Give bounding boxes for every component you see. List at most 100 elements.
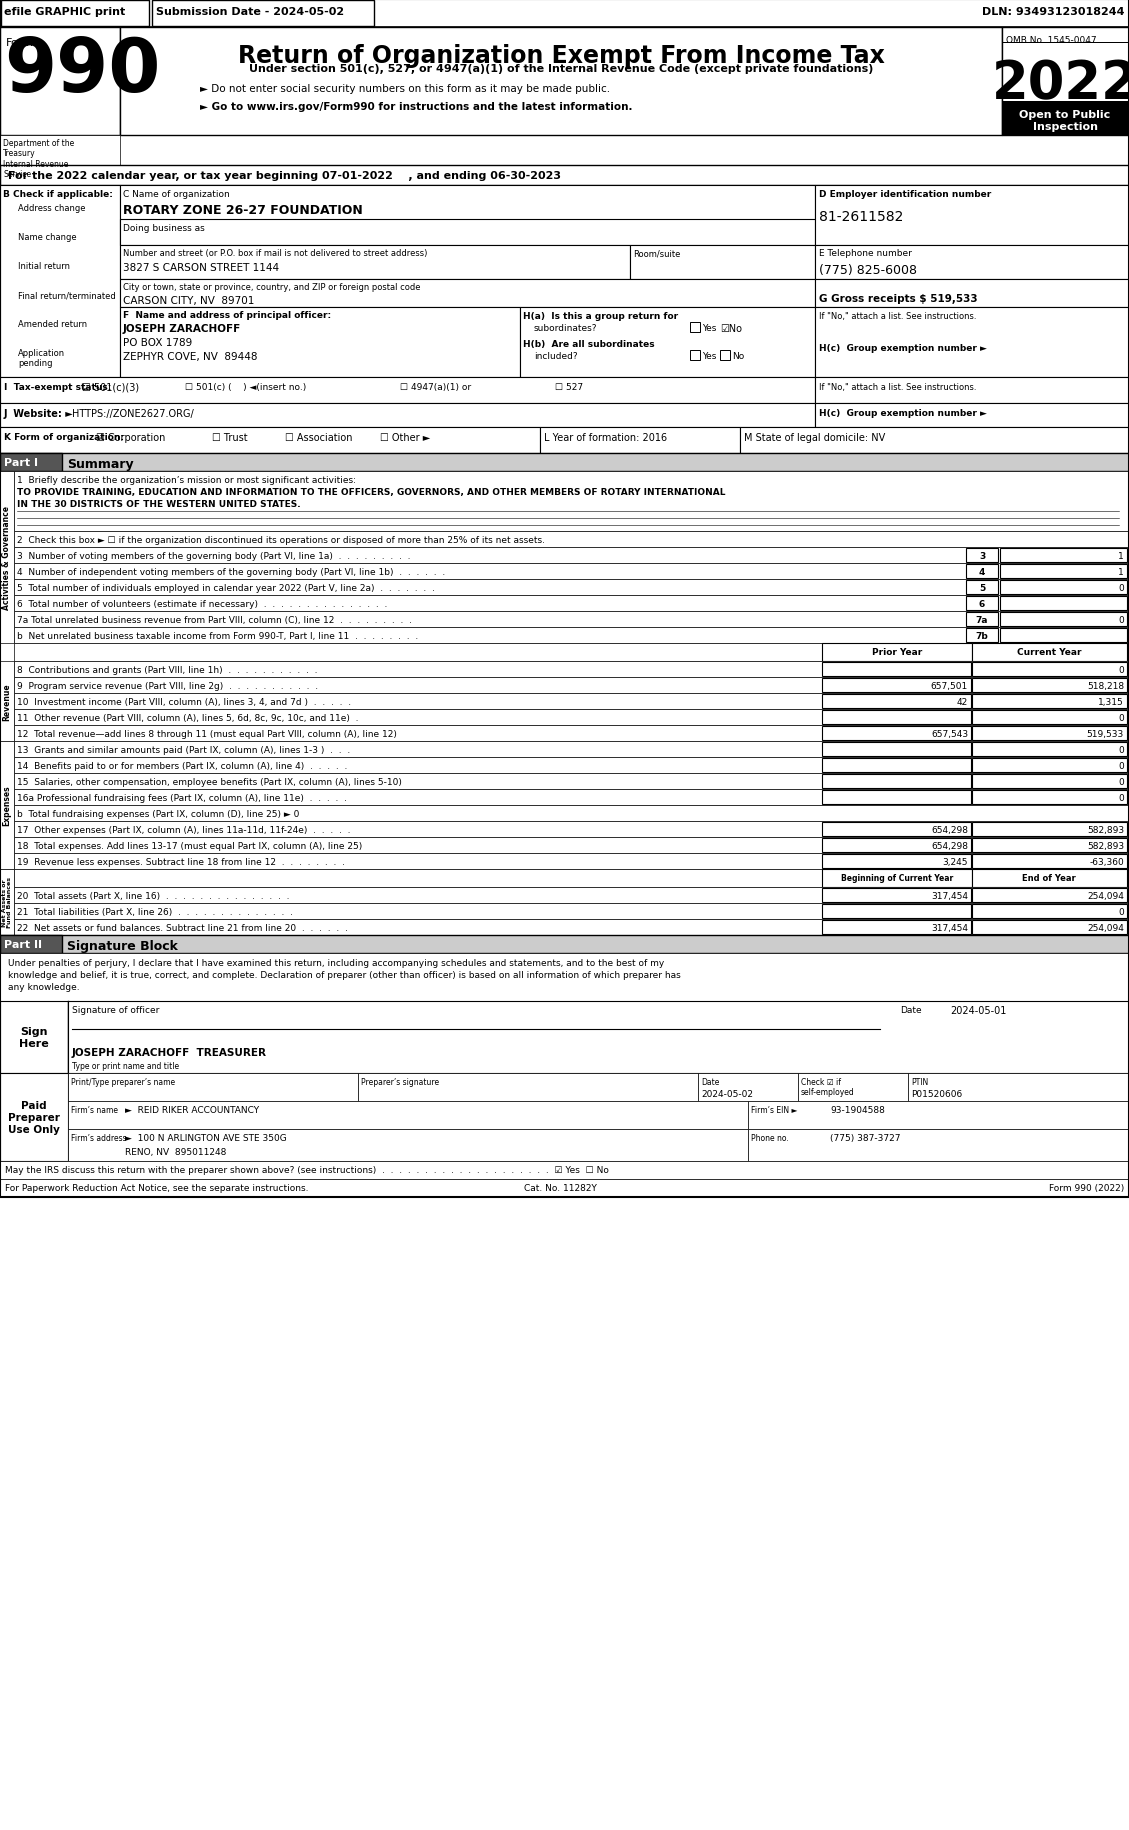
Bar bbox=[972, 662, 1127, 677]
Bar bbox=[0, 472, 14, 644]
Text: F  Name and address of principal officer:: F Name and address of principal officer: bbox=[123, 311, 331, 320]
Text: Name change: Name change bbox=[18, 232, 77, 242]
Text: knowledge and belief, it is true, correct, and complete. Declaration of preparer: knowledge and belief, it is true, correc… bbox=[8, 970, 681, 979]
Text: ☑No: ☑No bbox=[720, 324, 742, 333]
Text: 21  Total liabilities (Part X, line 26)  .  .  .  .  .  .  .  .  .  .  .  .  .  : 21 Total liabilities (Part X, line 26) .… bbox=[17, 908, 294, 917]
Text: Under penalties of perjury, I declare that I have examined this return, includin: Under penalties of perjury, I declare th… bbox=[8, 959, 664, 968]
Bar bbox=[822, 889, 971, 902]
Text: ► Do not enter social security numbers on this form as it may be made public.: ► Do not enter social security numbers o… bbox=[200, 84, 610, 93]
Text: Part I: Part I bbox=[5, 458, 38, 468]
Bar bbox=[690, 322, 700, 333]
Text: 7b: 7b bbox=[975, 631, 988, 640]
Bar bbox=[520, 307, 815, 377]
Bar bbox=[0, 135, 120, 167]
Text: If "No," attach a list. See instructions.: If "No," attach a list. See instructions… bbox=[819, 382, 977, 392]
Bar bbox=[14, 472, 1129, 533]
Text: included?: included? bbox=[534, 351, 578, 361]
Text: G Gross receipts $ 519,533: G Gross receipts $ 519,533 bbox=[819, 295, 978, 304]
Text: Final return/terminated: Final return/terminated bbox=[18, 291, 116, 300]
Bar bbox=[822, 710, 971, 725]
Text: 3: 3 bbox=[979, 551, 986, 560]
Text: Under section 501(c), 527, or 4947(a)(1) of the Internal Revenue Code (except pr: Under section 501(c), 527, or 4947(a)(1)… bbox=[248, 64, 873, 73]
Bar bbox=[698, 1074, 798, 1102]
Text: No: No bbox=[732, 351, 744, 361]
Bar bbox=[0, 454, 1129, 472]
Bar bbox=[0, 377, 815, 404]
Bar bbox=[720, 351, 730, 361]
Text: 7a: 7a bbox=[975, 615, 988, 624]
Text: For Paperwork Reduction Act Notice, see the separate instructions.: For Paperwork Reduction Act Notice, see … bbox=[5, 1184, 308, 1193]
Bar bbox=[815, 377, 1129, 404]
Bar bbox=[14, 580, 1129, 597]
Bar bbox=[1003, 102, 1129, 135]
Bar bbox=[0, 0, 1129, 1197]
Bar bbox=[0, 27, 120, 135]
Bar bbox=[120, 187, 815, 245]
Bar bbox=[14, 758, 1129, 774]
Text: CARSON CITY, NV  89701: CARSON CITY, NV 89701 bbox=[123, 296, 254, 306]
Bar bbox=[1000, 549, 1127, 562]
Bar bbox=[1000, 565, 1127, 578]
Bar bbox=[0, 953, 1129, 1001]
Text: 582,893: 582,893 bbox=[1087, 842, 1124, 851]
Bar bbox=[966, 549, 998, 562]
Bar bbox=[0, 662, 14, 741]
Bar bbox=[972, 838, 1127, 853]
Bar bbox=[68, 1129, 749, 1162]
Bar bbox=[0, 167, 1129, 187]
Text: 1  Briefly describe the organization’s mission or most significant activities:: 1 Briefly describe the organization’s mi… bbox=[17, 476, 356, 485]
Bar bbox=[972, 920, 1127, 935]
Text: Type or print name and title: Type or print name and title bbox=[72, 1061, 180, 1071]
Text: (775) 387-3727: (775) 387-3727 bbox=[830, 1133, 901, 1142]
Text: 1: 1 bbox=[1118, 567, 1124, 576]
Bar bbox=[972, 710, 1127, 725]
Bar bbox=[972, 791, 1127, 805]
Text: H(a)  Is this a group return for: H(a) Is this a group return for bbox=[523, 311, 679, 320]
Text: Open to Public
Inspection: Open to Public Inspection bbox=[1019, 110, 1111, 132]
Bar bbox=[815, 280, 1129, 307]
Text: DLN: 93493123018244: DLN: 93493123018244 bbox=[982, 7, 1124, 16]
Text: Beginning of Current Year: Beginning of Current Year bbox=[841, 873, 953, 882]
Text: ☐ Other ►: ☐ Other ► bbox=[380, 432, 430, 443]
Text: 0: 0 bbox=[1118, 714, 1124, 723]
Bar bbox=[14, 822, 1129, 838]
Bar bbox=[972, 889, 1127, 902]
Bar bbox=[972, 774, 1127, 789]
Bar bbox=[822, 759, 971, 772]
Text: 519,533: 519,533 bbox=[1087, 730, 1124, 739]
Text: Activities & Governance: Activities & Governance bbox=[2, 505, 11, 609]
Bar bbox=[14, 644, 1129, 662]
Text: 4  Number of independent voting members of the governing body (Part VI, line 1b): 4 Number of independent voting members o… bbox=[17, 567, 445, 576]
Text: 19  Revenue less expenses. Subtract line 18 from line 12  .  .  .  .  .  .  .  .: 19 Revenue less expenses. Subtract line … bbox=[17, 858, 345, 867]
Text: J  Website: ►: J Website: ► bbox=[5, 408, 73, 419]
Text: ► Go to www.irs.gov/Form990 for instructions and the latest information.: ► Go to www.irs.gov/Form990 for instruct… bbox=[200, 102, 632, 112]
Text: PO BOX 1789: PO BOX 1789 bbox=[123, 339, 192, 348]
Bar bbox=[14, 533, 1129, 547]
Text: Amended return: Amended return bbox=[18, 320, 87, 329]
Text: Form: Form bbox=[6, 38, 34, 48]
Text: 657,543: 657,543 bbox=[931, 730, 968, 739]
Text: 0: 0 bbox=[1118, 794, 1124, 803]
Text: 13  Grants and similar amounts paid (Part IX, column (A), lines 1-3 )  .  .  .: 13 Grants and similar amounts paid (Part… bbox=[17, 745, 350, 754]
Text: 254,094: 254,094 bbox=[1087, 891, 1124, 900]
Text: 654,298: 654,298 bbox=[931, 842, 968, 851]
Text: 0: 0 bbox=[1118, 778, 1124, 787]
Text: 6  Total number of volunteers (estimate if necessary)  .  .  .  .  .  .  .  .  .: 6 Total number of volunteers (estimate i… bbox=[17, 600, 387, 609]
Text: Department of the
Treasury
Internal Revenue
Service: Department of the Treasury Internal Reve… bbox=[3, 139, 75, 179]
Text: 14  Benefits paid to or for members (Part IX, column (A), line 4)  .  .  .  .  .: 14 Benefits paid to or for members (Part… bbox=[17, 761, 348, 770]
Text: 93-1904588: 93-1904588 bbox=[830, 1105, 885, 1114]
Text: HTTPS://ZONE2627.ORG/: HTTPS://ZONE2627.ORG/ bbox=[72, 408, 194, 419]
Text: Firm’s address: Firm’s address bbox=[71, 1133, 126, 1142]
Text: Prior Year: Prior Year bbox=[872, 648, 922, 657]
Text: C Name of organization: C Name of organization bbox=[123, 190, 229, 199]
Text: 3,245: 3,245 bbox=[943, 858, 968, 867]
Text: L Year of formation: 2016: L Year of formation: 2016 bbox=[544, 432, 667, 443]
Bar bbox=[972, 727, 1127, 741]
Bar bbox=[14, 547, 1129, 564]
Text: Firm’s EIN ►: Firm’s EIN ► bbox=[751, 1105, 797, 1114]
Bar bbox=[0, 454, 62, 472]
Text: JOSEPH ZARACHOFF: JOSEPH ZARACHOFF bbox=[123, 324, 242, 333]
Bar bbox=[14, 597, 1129, 611]
Bar bbox=[972, 743, 1127, 756]
Text: 8  Contributions and grants (Part VIII, line 1h)  .  .  .  .  .  .  .  .  .  .  : 8 Contributions and grants (Part VIII, l… bbox=[17, 666, 317, 675]
